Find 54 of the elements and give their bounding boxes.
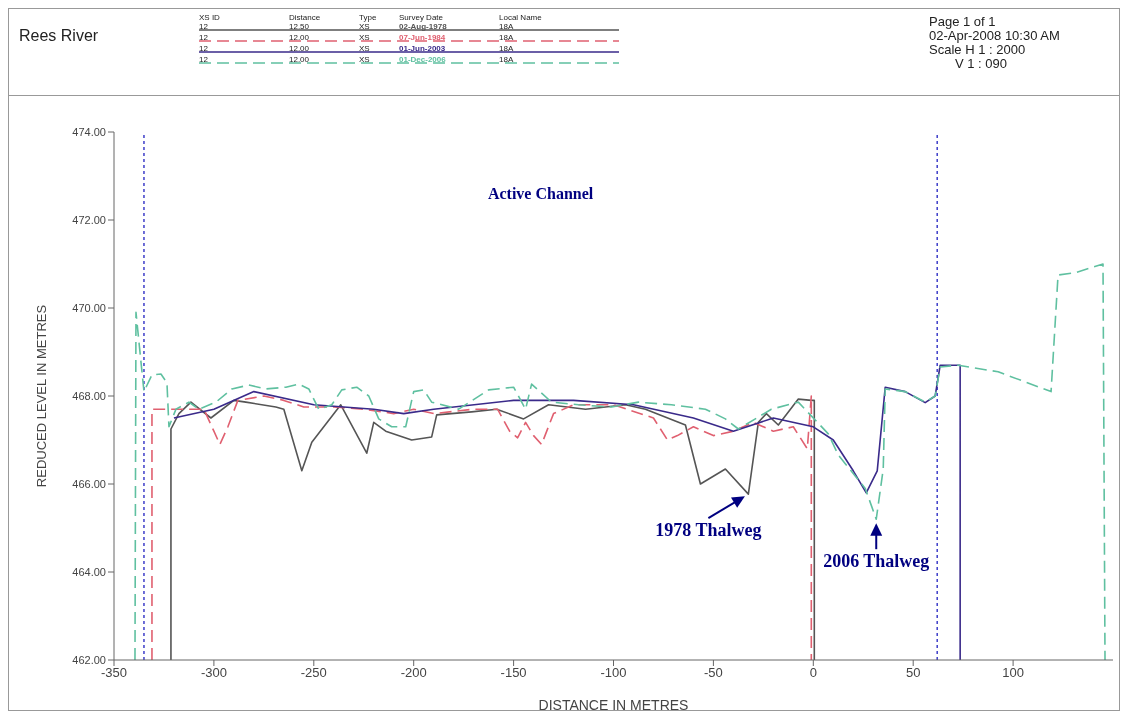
text: 12.00 xyxy=(289,55,311,66)
text: 18A xyxy=(499,55,515,66)
text: XS ID xyxy=(199,13,221,22)
text: 01-Dec-2006 xyxy=(399,55,447,66)
text: 18A xyxy=(499,33,515,44)
line-series xyxy=(173,364,961,660)
chart-title: Rees River xyxy=(19,27,99,45)
text: 07-Jun-1984 xyxy=(399,33,447,44)
text: XS xyxy=(359,33,371,44)
text: Survey Date xyxy=(399,13,445,22)
y-tick-label: 474.00 xyxy=(72,125,106,138)
text: 12.50 xyxy=(289,22,311,33)
text: 12 xyxy=(199,22,209,33)
x-tick-label: -100 xyxy=(600,665,627,681)
text: XS xyxy=(359,22,371,33)
x-tick-label: -300 xyxy=(200,665,227,681)
x-tick-label: -200 xyxy=(400,665,427,681)
text: Type xyxy=(359,13,378,22)
y-tick-label: 468.00 xyxy=(72,389,106,402)
y-tick-label: 462.00 xyxy=(72,653,106,666)
y-tick-label: 470.00 xyxy=(72,301,106,314)
text: Page 1 of 1 xyxy=(929,14,997,29)
annotation: 1978 Thalweg xyxy=(655,520,762,541)
x-tick-label: -150 xyxy=(500,665,527,681)
x-tick-label: -50 xyxy=(704,665,723,681)
y-tick-label: 464.00 xyxy=(72,565,106,578)
x-tick-label: 50 xyxy=(905,665,921,681)
text: 12.00 xyxy=(289,44,311,55)
text: 01-Jun-2003 xyxy=(399,44,447,55)
y-tick-label: 466.00 xyxy=(72,477,106,490)
text: 12 xyxy=(199,33,209,44)
text: 12 xyxy=(199,55,209,66)
x-tick-label: 100 xyxy=(1002,665,1024,681)
x-tick-label: -250 xyxy=(300,665,327,681)
line-series xyxy=(134,263,1106,660)
text: V 1 : 090 xyxy=(954,56,1009,71)
text: Scale H 1 : 2000 xyxy=(929,42,1027,57)
x-axis-title: DISTANCE IN METRES xyxy=(538,697,689,713)
text: 12 xyxy=(199,44,209,55)
y-axis-title: REDUCED LEVEL IN METRES xyxy=(33,304,49,488)
text: 12.00 xyxy=(289,33,311,44)
x-tick-label: -350 xyxy=(100,665,128,681)
y-tick-label: 472.00 xyxy=(72,213,106,226)
text: Local Name xyxy=(499,13,543,22)
text: 18A xyxy=(499,22,515,33)
text: 18A xyxy=(499,44,515,55)
text: 02-Apr-2008 10:30 AM xyxy=(929,28,1060,43)
x-tick-label: 0 xyxy=(809,665,817,681)
text: Distance xyxy=(289,13,322,22)
annotation: Active Channel xyxy=(486,185,595,203)
text: XS xyxy=(359,55,371,66)
text: XS xyxy=(359,44,371,55)
text: 02-Aug-1978 xyxy=(399,22,448,33)
annotation: 2006 Thalweg xyxy=(823,551,930,572)
